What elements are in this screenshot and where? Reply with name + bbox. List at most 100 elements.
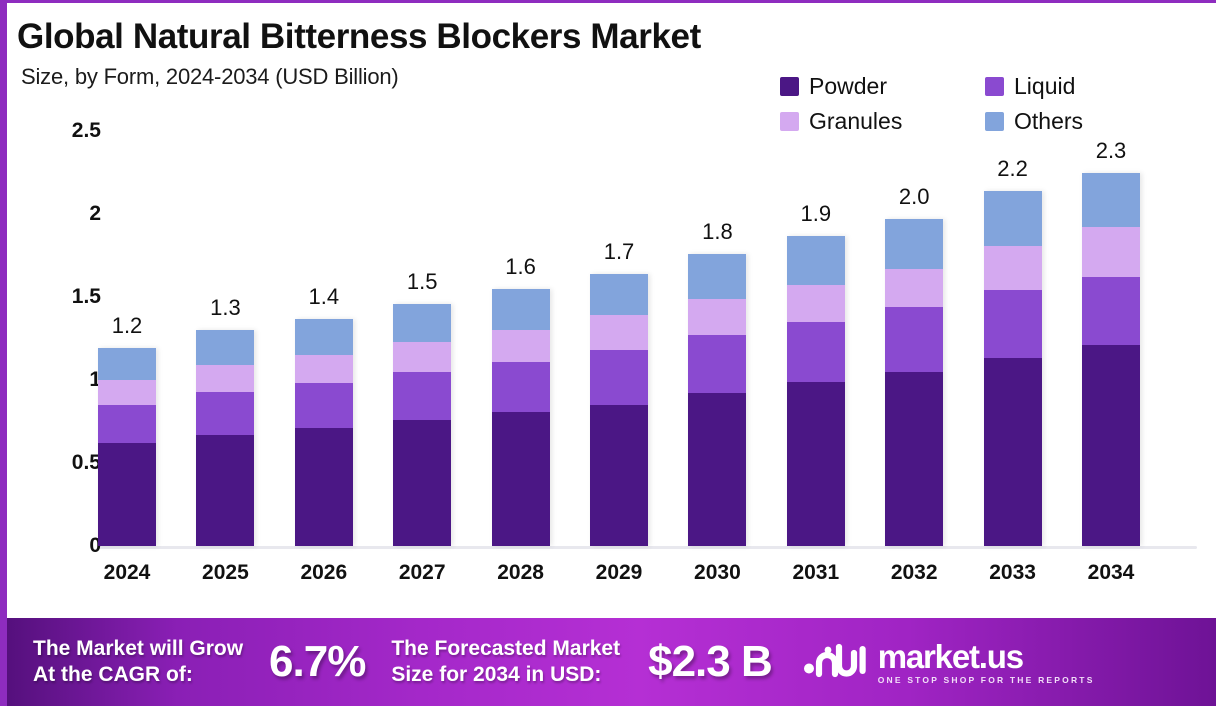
y-axis-tick-0.5: 0.5 [71, 451, 101, 474]
bar-segment-others[interactable] [196, 330, 255, 366]
bar-group-2032[interactable] [885, 218, 944, 546]
bar-segment-others[interactable] [688, 253, 747, 299]
bar-segment-granules[interactable] [885, 268, 944, 307]
bar-segment-granules[interactable] [196, 365, 255, 392]
bar-segment-granules[interactable] [786, 285, 845, 322]
bar-segment-powder[interactable] [196, 434, 255, 546]
stacked-bar[interactable] [196, 330, 255, 546]
bar-segment-liquid[interactable] [98, 404, 156, 444]
bar-group-2024[interactable] [98, 348, 156, 546]
bar-segment-powder[interactable] [786, 381, 845, 546]
logo-wordmark: market.us [877, 637, 1024, 675]
bar-group-2031[interactable] [786, 235, 845, 546]
stacked-bar[interactable] [1082, 172, 1140, 547]
bar-value-label-2034: 2.3 [1095, 137, 1127, 163]
bar-segment-liquid[interactable] [885, 306, 944, 372]
header: Global Natural Bitterness Blockers Marke… [17, 17, 1207, 90]
legend-label: Others [1014, 108, 1084, 134]
market-us-logo[interactable]: market.us ONE STOP SHOP FOR THE REPORTS [802, 640, 1095, 685]
bar-segment-liquid[interactable] [393, 371, 452, 420]
legend-item-granules[interactable]: Granules [780, 110, 985, 133]
bar-segment-granules[interactable] [688, 298, 747, 336]
bar-segment-others[interactable] [983, 190, 1042, 246]
bar-value-label-2026: 1.4 [308, 283, 340, 309]
bar-value-label-2028: 1.6 [505, 253, 536, 279]
bar-segment-granules[interactable] [590, 315, 648, 351]
legend-item-others[interactable]: Others [985, 110, 1190, 133]
bar-segment-liquid[interactable] [1082, 277, 1140, 346]
bar-group-2033[interactable] [983, 190, 1042, 546]
stacked-bar[interactable] [885, 218, 944, 546]
stacked-bar[interactable] [786, 235, 845, 546]
stacked-bar[interactable] [491, 288, 550, 546]
bar-segment-others[interactable] [98, 348, 156, 380]
forecast-caption: The Forecasted Market Size for 2034 in U… [391, 636, 621, 686]
page-title: Global Natural Bitterness Blockers Marke… [17, 17, 701, 56]
bar-segment-liquid[interactable] [983, 290, 1042, 359]
bar-group-2025[interactable] [196, 330, 255, 546]
x-axis-tick-2031: 2031 [792, 561, 840, 584]
x-axis-tick-2027: 2027 [398, 561, 446, 584]
stacked-bar[interactable] [294, 318, 353, 546]
bar-segment-granules[interactable] [393, 341, 452, 372]
legend-item-liquid[interactable]: Liquid [985, 75, 1190, 98]
bar-segment-granules[interactable] [491, 330, 550, 362]
legend-item-powder[interactable]: Powder [780, 75, 985, 98]
bar-segment-granules[interactable] [983, 245, 1042, 291]
y-axis-tick-0: 0 [89, 534, 101, 557]
bar-segment-powder[interactable] [983, 358, 1042, 546]
stacked-bar[interactable] [590, 273, 648, 546]
bar-segment-liquid[interactable] [688, 335, 747, 394]
legend-swatch-icon [780, 112, 799, 131]
bar-segment-liquid[interactable] [196, 391, 255, 435]
bar-segment-powder[interactable] [98, 443, 156, 546]
stacked-bar[interactable] [983, 190, 1042, 546]
bar-segment-others[interactable] [590, 273, 648, 316]
bar-segment-powder[interactable] [1082, 345, 1140, 546]
stacked-bar[interactable] [393, 303, 452, 546]
stacked-bar[interactable] [688, 253, 747, 546]
chart-subtitle: Size, by Form, 2024-2034 (USD Billion) [21, 63, 399, 89]
bar-segment-powder[interactable] [590, 404, 648, 546]
bar-segment-powder[interactable] [294, 428, 353, 546]
legend-swatch-icon [780, 77, 799, 96]
bar-group-2028[interactable] [491, 288, 550, 546]
bar-segment-powder[interactable] [688, 393, 747, 546]
bar-segment-liquid[interactable] [491, 361, 550, 412]
bar-segment-powder[interactable] [491, 411, 550, 546]
y-axis-tick-1.5: 1.5 [71, 285, 101, 308]
stacked-bar[interactable] [98, 348, 156, 546]
bar-segment-powder[interactable] [393, 419, 452, 546]
bar-segment-liquid[interactable] [786, 321, 845, 382]
y-axis-tick-1: 1 [89, 368, 101, 391]
bar-segment-granules[interactable] [1082, 227, 1140, 278]
bar-segment-liquid[interactable] [294, 383, 353, 429]
x-axis-tick-2026: 2026 [300, 561, 348, 584]
bar-group-2027[interactable] [393, 303, 452, 546]
bar-segment-others[interactable] [491, 288, 550, 331]
bar-group-2029[interactable] [590, 273, 648, 546]
x-axis-tick-2033: 2033 [989, 561, 1036, 584]
y-axis-tick-2.5: 2.5 [71, 119, 101, 142]
x-axis-line [99, 546, 1197, 549]
bar-segment-others[interactable] [885, 218, 944, 269]
logo-text-block: market.us ONE STOP SHOP FOR THE REPORTS [878, 640, 1095, 685]
bar-segment-granules[interactable] [98, 380, 156, 405]
x-axis-tick-2024: 2024 [103, 561, 151, 584]
bar-segment-others[interactable] [786, 235, 845, 286]
bar-segment-powder[interactable] [885, 371, 944, 546]
bar-group-2034[interactable] [1082, 172, 1140, 546]
bar-segment-others[interactable] [1082, 172, 1140, 228]
legend-label: Powder [809, 73, 887, 99]
bar-segment-liquid[interactable] [590, 350, 648, 405]
market-us-logomark-icon [802, 641, 868, 684]
chart-plot-area: 0 0.5 1 1.5 2 2.5 1.2 2024 1.3 2025 1.4 2026 1.5 2027… [7, 3, 1216, 623]
x-axis-tick-2030: 2030 [694, 561, 741, 584]
bar-group-2026[interactable] [294, 318, 353, 546]
bar-segment-granules[interactable] [294, 355, 353, 384]
bar-group-2030[interactable] [688, 253, 747, 546]
legend-swatch-icon [985, 112, 1004, 131]
bar-segment-others[interactable] [393, 303, 452, 342]
bar-segment-others[interactable] [294, 318, 353, 356]
